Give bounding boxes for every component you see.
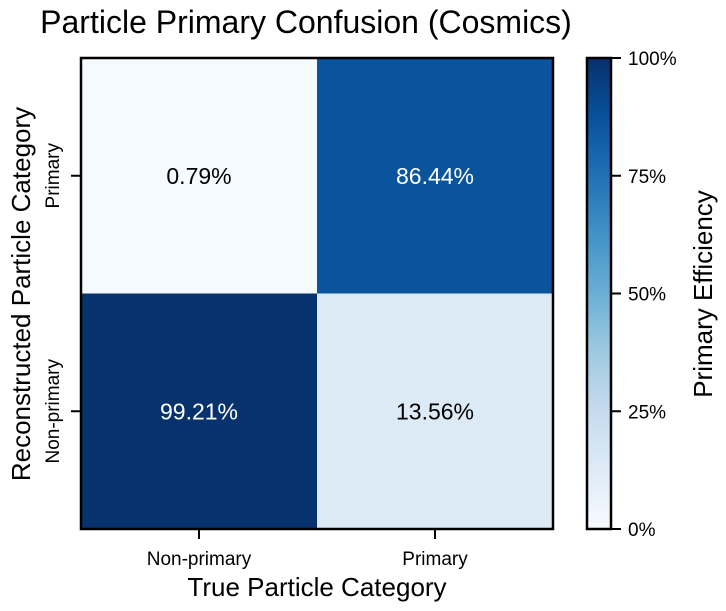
heatmap-cell [317, 293, 554, 530]
chart-title: Particle Primary Confusion (Cosmics) [40, 4, 572, 40]
colorbar-label: Primary Efficiency [688, 190, 718, 398]
cell-value-label: 99.21% [160, 398, 238, 424]
y-axis-label: Reconstructed Particle Category [6, 107, 36, 481]
colorbar-tick-label: 50% [628, 285, 666, 306]
colorbar [585, 56, 613, 531]
x-axis-ticks: Non-primary Primary [147, 529, 468, 570]
y-axis-ticks: Primary Non-primary [43, 143, 81, 464]
colorbar-tick-label: 25% [628, 402, 666, 423]
colorbar-tick-label: 75% [628, 167, 666, 188]
cell-value-label: 13.56% [396, 398, 474, 424]
x-tick-label: Non-primary [147, 549, 252, 570]
heatmap-cell [81, 58, 318, 294]
x-tick-label: Primary [402, 549, 468, 570]
cell-value-label: 86.44% [396, 163, 474, 189]
x-axis-label: True Particle Category [187, 572, 446, 602]
heatmap-cells [81, 58, 554, 530]
heatmap-cell-labels: 0.79% 86.44% 99.21% 13.56% [160, 163, 474, 425]
heatmap-cell [317, 58, 554, 294]
y-tick-label: Non-primary [43, 358, 64, 463]
y-tick-label: Primary [43, 143, 64, 209]
colorbar-ticks: 0% 25% 50% 75% 100% [611, 49, 677, 541]
colorbar-tick-label: 100% [628, 49, 677, 70]
heatmap-cell [81, 293, 318, 530]
heatmap-frame [79, 56, 555, 531]
cell-value-label: 0.79% [166, 163, 231, 189]
colorbar-tick-label: 0% [628, 520, 656, 541]
